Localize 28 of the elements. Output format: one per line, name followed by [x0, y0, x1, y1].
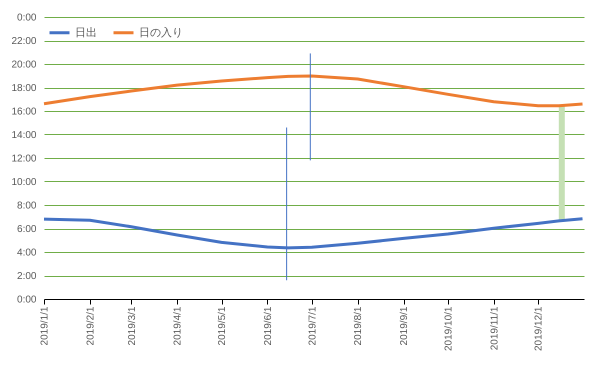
x-tick-label: 2019/12/1 — [534, 306, 545, 351]
y-tick-label: 18:00 — [11, 83, 37, 94]
x-tick-label: 2019/3/1 — [126, 306, 138, 346]
y-tick-label: 6:00 — [17, 224, 37, 235]
y-tick-label: 0:00 — [17, 294, 37, 306]
x-tick-label: 2019/9/1 — [399, 306, 410, 346]
x-tick-label: 2019/7/1 — [307, 306, 318, 346]
y-tick-label: 20:00 — [11, 60, 37, 70]
x-tick-label: 2019/10/1 — [443, 306, 454, 351]
x-tick-label: 2019/5/1 — [217, 306, 228, 346]
x-tick-label: 2019/11/1 — [489, 306, 500, 350]
x-tick-label: 2019/8/1 — [353, 306, 364, 346]
y-tick-label: 22:00 — [11, 36, 37, 47]
y-tick-label: 14:00 — [11, 130, 37, 141]
x-tick-label: 2019/1/1 — [40, 306, 50, 346]
line-series — [42, 74, 584, 108]
y-tick-label: 16:00 — [11, 106, 37, 118]
legend-label: 日の入り — [139, 26, 183, 39]
x-tick-label: 2019/2/1 — [85, 306, 96, 346]
y-tick-label: 2:00 — [17, 271, 37, 282]
x-tick-label: 2019/6/1 — [262, 306, 274, 346]
y-tick-label: 4:00 — [17, 248, 37, 258]
x-tick-label: 2019/4/1 — [172, 306, 184, 346]
y-tick-label: 10:00 — [11, 177, 37, 188]
y-tick-label: 0:00 — [17, 12, 37, 24]
y-tick-label: 12:00 — [11, 154, 37, 164]
legend-label: 日出 — [75, 26, 97, 39]
y-tick-label: 8:00 — [17, 200, 37, 212]
